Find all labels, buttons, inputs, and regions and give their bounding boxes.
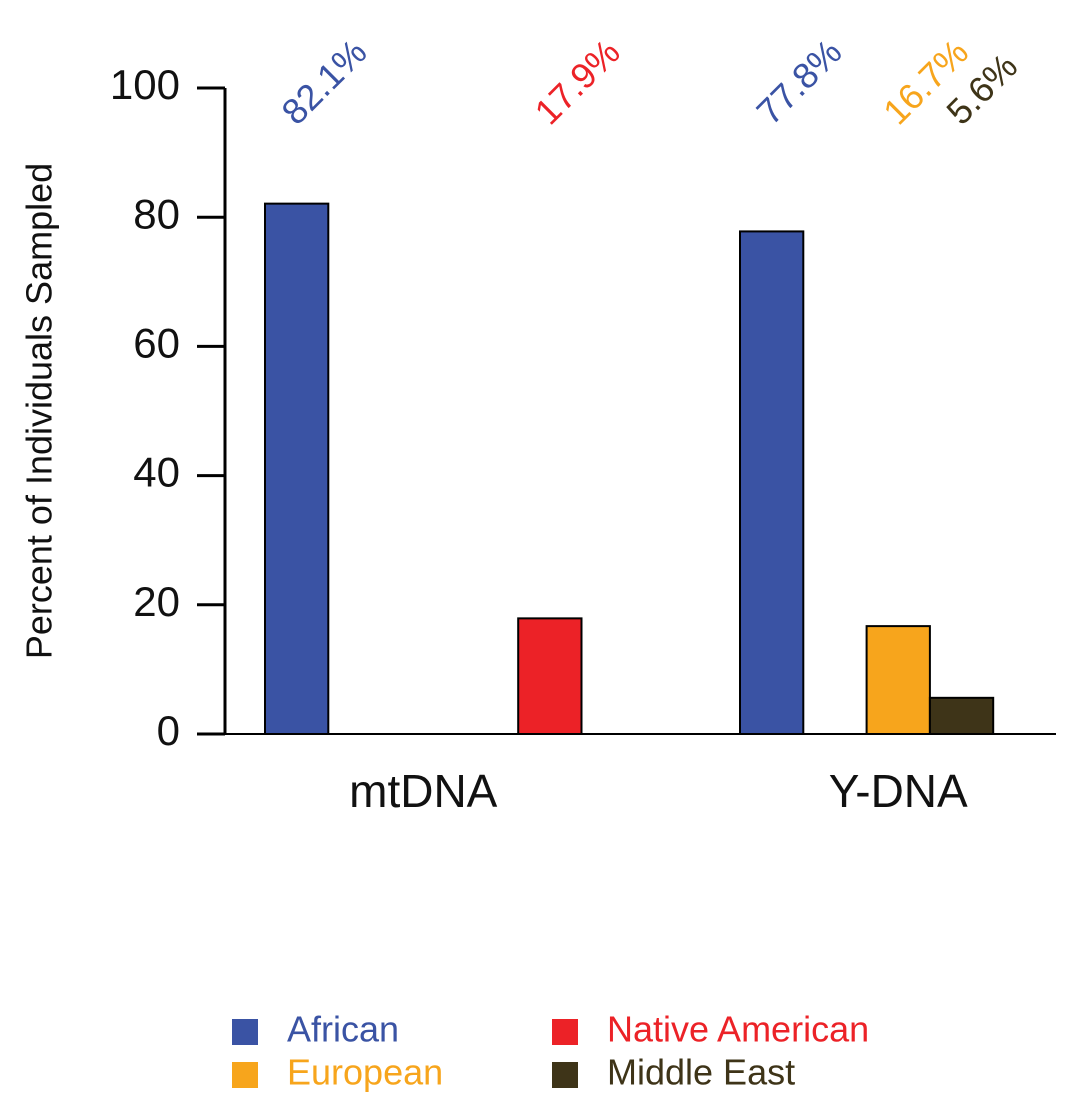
y-tick-label: 60 bbox=[133, 319, 180, 366]
legend-swatch bbox=[552, 1019, 578, 1045]
y-axis-label: Percent of Individuals Sampled bbox=[19, 163, 60, 659]
legend-label: European bbox=[287, 1052, 443, 1093]
x-tick-label: Y-DNA bbox=[829, 765, 968, 817]
legend-label: African bbox=[287, 1009, 399, 1050]
legend-swatch bbox=[232, 1062, 258, 1088]
y-tick-label: 0 bbox=[157, 707, 180, 754]
legend-label: Native American bbox=[607, 1009, 869, 1050]
legend-label: Middle East bbox=[607, 1052, 795, 1093]
bar bbox=[739, 230, 805, 736]
y-tick-label: 100 bbox=[110, 61, 180, 108]
x-tick-label: mtDNA bbox=[349, 765, 498, 817]
legend-swatch bbox=[232, 1019, 258, 1045]
value-label: 17.9% bbox=[527, 31, 628, 132]
bar bbox=[517, 617, 583, 736]
bar bbox=[264, 202, 330, 736]
value-label: 77.8% bbox=[748, 31, 849, 132]
bar bbox=[928, 696, 995, 735]
y-tick-label: 80 bbox=[133, 190, 180, 237]
value-label: 82.1% bbox=[273, 31, 374, 132]
legend-swatch bbox=[552, 1062, 578, 1088]
bar bbox=[865, 625, 931, 735]
y-tick-label: 20 bbox=[133, 578, 180, 625]
y-tick-label: 40 bbox=[133, 449, 180, 496]
